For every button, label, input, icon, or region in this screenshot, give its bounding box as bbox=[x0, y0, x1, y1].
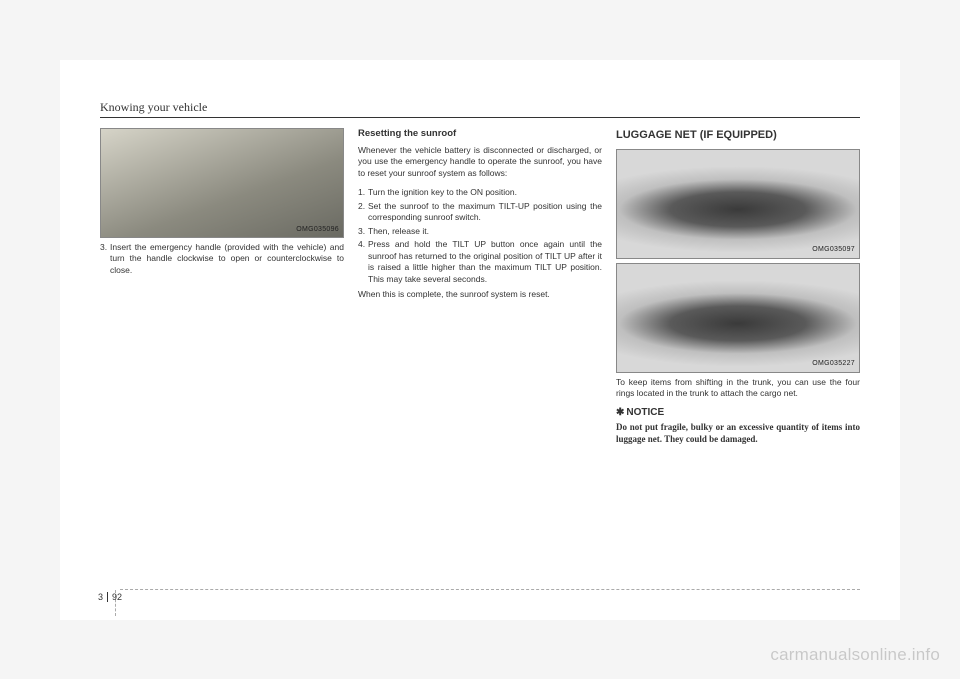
figure-code: OMG035227 bbox=[812, 359, 855, 368]
column-3: LUGGAGE NET (IF EQUIPPED) OMG035097 OMG0… bbox=[616, 128, 860, 446]
body-paragraph: To keep items from shifting in the trunk… bbox=[616, 377, 860, 400]
figure-code: OMG035096 bbox=[296, 225, 339, 234]
step-text: Then, release it. bbox=[368, 226, 602, 237]
spacer bbox=[358, 179, 602, 187]
step-text: Turn the ignition key to the ON position… bbox=[368, 187, 602, 198]
step-number: 1. bbox=[358, 187, 368, 198]
list-item: 4.Press and hold the TILT UP button once… bbox=[358, 239, 602, 285]
step-list: 3. Insert the emergency handle (provided… bbox=[100, 242, 344, 276]
column-1: OMG035096 3. Insert the emergency handle… bbox=[100, 128, 344, 446]
intro-paragraph: Whenever the vehicle battery is disconne… bbox=[358, 145, 602, 179]
step-number: 4. bbox=[358, 239, 368, 285]
notice-symbol-icon: ✱ bbox=[616, 407, 624, 418]
footer-dashed-rule bbox=[120, 589, 860, 590]
column-2: Resetting the sunroof Whenever the vehic… bbox=[358, 128, 602, 446]
running-head: Knowing your vehicle bbox=[100, 100, 860, 118]
watermark-text: carmanualsonline.info bbox=[770, 645, 940, 665]
step-text: Press and hold the TILT UP button once a… bbox=[368, 239, 602, 285]
list-item: 2.Set the sunroof to the maximum TILT-UP… bbox=[358, 201, 602, 224]
figure-sunroof-handle: OMG035096 bbox=[100, 128, 344, 238]
step-number: 2. bbox=[358, 201, 368, 224]
notice-heading: ✱NOTICE bbox=[616, 406, 860, 420]
page-number-block: 3 92 bbox=[98, 592, 122, 602]
list-item: 3. Insert the emergency handle (provided… bbox=[100, 242, 344, 276]
page-content: Knowing your vehicle OMG035096 3. Insert… bbox=[60, 60, 900, 620]
figure-trunk-net-2: OMG035227 bbox=[616, 263, 860, 373]
three-column-layout: OMG035096 3. Insert the emergency handle… bbox=[100, 128, 860, 446]
step-number: 3. bbox=[358, 226, 368, 237]
list-item: 3.Then, release it. bbox=[358, 226, 602, 237]
subheading-resetting: Resetting the sunroof bbox=[358, 128, 602, 141]
section-title-luggage-net: LUGGAGE NET (IF EQUIPPED) bbox=[616, 128, 860, 143]
step-text: Set the sunroof to the maximum TILT-UP p… bbox=[368, 201, 602, 224]
list-item: 1.Turn the ignition key to the ON positi… bbox=[358, 187, 602, 198]
figure-code: OMG035097 bbox=[812, 245, 855, 254]
page-number: 92 bbox=[112, 592, 122, 602]
notice-label: NOTICE bbox=[626, 407, 664, 418]
step-number: 3. bbox=[100, 242, 110, 276]
figure-trunk-net-1: OMG035097 bbox=[616, 149, 860, 259]
step-text: Insert the emergency handle (provided wi… bbox=[110, 242, 344, 276]
notice-body: Do not put fragile, bulky or an excessiv… bbox=[616, 421, 860, 445]
manual-page: Knowing your vehicle OMG035096 3. Insert… bbox=[60, 60, 900, 620]
numbered-steps: 1.Turn the ignition key to the ON positi… bbox=[358, 187, 602, 285]
chapter-number: 3 bbox=[98, 592, 108, 602]
outro-paragraph: When this is complete, the sunroof syste… bbox=[358, 289, 602, 300]
